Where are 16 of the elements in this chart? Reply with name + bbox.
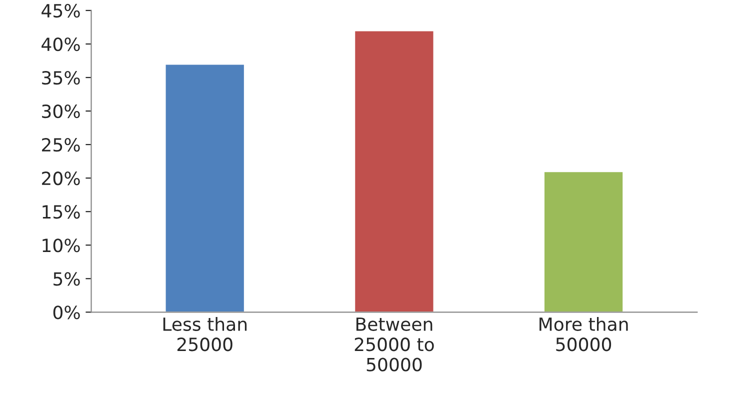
y-tick-label: 20% <box>42 172 80 186</box>
y-tick-label: 35% <box>42 70 80 85</box>
y-tick-label: 15% <box>42 205 80 219</box>
bar <box>164 63 246 312</box>
y-tick-label: 5% <box>54 272 80 286</box>
y-tick-label: 25% <box>42 138 80 152</box>
y-tick-label: 45% <box>42 4 80 18</box>
x-tick-label: Less than 25000 <box>163 317 247 352</box>
x-tick-label: Between 25000 to 50000 <box>354 318 434 372</box>
y-tick-label: 0% <box>53 306 80 320</box>
bar <box>543 170 624 312</box>
bar <box>354 30 435 312</box>
y-tick-label: 10% <box>42 238 80 252</box>
y-tick-label: 30% <box>42 104 80 118</box>
y-tick-label: 40% <box>42 37 80 52</box>
x-tick-label: More than 50000 <box>540 317 628 352</box>
